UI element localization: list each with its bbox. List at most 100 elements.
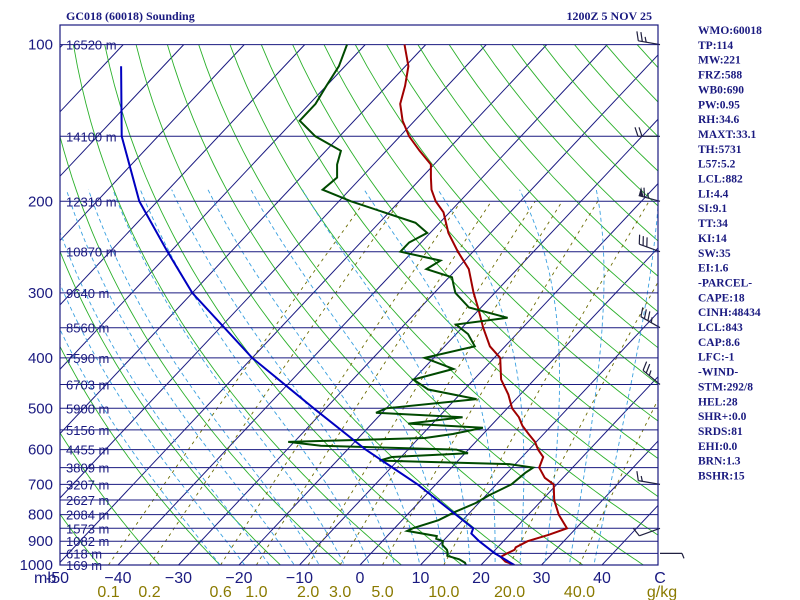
wind-barb	[636, 471, 661, 485]
mixing-ratio-tick-label: 40.0	[564, 584, 595, 600]
height-level-label: 14100 m	[66, 129, 117, 144]
dry-adiabat-line	[762, 45, 800, 576]
moist-adiabat-line	[65, 189, 295, 565]
index-entry: EI:1.6	[698, 263, 729, 275]
dry-adiabat-line	[354, 44, 658, 385]
temperature-tick-label: -50	[46, 570, 69, 587]
height-level-label: 5900 m	[66, 401, 109, 416]
index-entry: CAP:8.6	[698, 337, 740, 349]
mixing-ratio-line	[220, 201, 462, 565]
index-entry: BSHR:15	[698, 471, 745, 483]
height-level-label: 12310 m	[66, 194, 117, 209]
index-entry: MAXT:33.1	[698, 129, 756, 141]
dry-adiabat-line	[417, 44, 658, 313]
temperature-tick-label: 0	[356, 570, 365, 587]
pressure-tick-label: 700	[28, 476, 53, 493]
temperature-tick-label: −40	[104, 570, 131, 587]
mixing-ratio-tick-label: 5.0	[371, 584, 393, 600]
temperature-tick-label: 10	[412, 570, 430, 587]
isotherm-line	[60, 44, 487, 499]
isotherm-line	[117, 44, 608, 565]
mixing-ratio-tick-label: 1.0	[245, 584, 267, 600]
isotherm-line	[60, 44, 366, 370]
isotherm-line	[299, 182, 658, 565]
index-entry: RH:34.6	[698, 114, 739, 126]
wind-barb-flag	[643, 309, 647, 319]
wind-barbs	[632, 31, 685, 559]
isotherm-line	[238, 118, 658, 565]
dry-adiabat-line	[60, 345, 221, 565]
temperature-tick-label: 30	[533, 570, 551, 587]
wind-barb-half-flag	[640, 475, 643, 482]
mixing-ratio-line	[256, 201, 492, 565]
mixing-ratio-tick-label: 0.2	[138, 584, 160, 600]
mixing-ratio-tick-label: 10.0	[428, 584, 459, 600]
pressure-tick-label: 400	[28, 350, 53, 367]
height-level-label: 8560 m	[66, 321, 109, 336]
pressure-tick-label: 200	[28, 193, 53, 210]
moist-adiabat-line	[60, 328, 221, 565]
height-level-label: 1573 m	[66, 521, 109, 536]
pressure-tick-label: 800	[28, 507, 53, 524]
isotherm-line	[60, 44, 245, 242]
mixing-ratio-line	[509, 281, 658, 565]
wind-barb-flag	[632, 528, 640, 537]
index-entry: SI:9.1	[698, 203, 727, 215]
moist-adiabat-line	[363, 189, 496, 565]
wind-barb-half-flag	[647, 192, 649, 199]
index-entry: FRZ:588	[698, 70, 742, 82]
dry-adiabat-line	[60, 513, 100, 565]
moist-adiabat-line	[250, 189, 446, 565]
index-entry: TP:114	[698, 40, 733, 52]
temperature-tick-label: 20	[472, 570, 490, 587]
height-level-label: 2627 m	[66, 493, 109, 508]
wind-barb-flag	[634, 127, 639, 137]
index-entry: EHI:0.0	[698, 441, 738, 453]
dry-adiabat-line	[794, 45, 800, 576]
wind-barb-flag	[640, 32, 643, 42]
height-level-label: 1082 m	[66, 534, 109, 549]
index-entry: MW:221	[698, 55, 741, 67]
height-level-label: 3207 m	[66, 477, 109, 492]
height-level-label: 10870 m	[66, 245, 117, 260]
wind-barb	[638, 186, 661, 202]
dry-adiabat-line	[166, 44, 584, 565]
height-level-label: 6703 m	[66, 378, 109, 393]
mixing-ratio-tick-label: 3.0	[329, 584, 351, 600]
wind-barb-half-flag	[681, 553, 685, 559]
height-level-label: 7590 m	[66, 351, 109, 366]
moist-adiabat-line	[60, 282, 246, 565]
index-entry: LFC:-1	[698, 352, 735, 364]
wind-barb	[640, 307, 661, 329]
index-entry: CAPE:18	[698, 292, 745, 304]
isotherm-line	[359, 247, 658, 565]
series-line	[399, 44, 569, 565]
index-entry: KI:14	[698, 233, 727, 245]
moist-adiabat-line	[593, 200, 658, 565]
moist-adiabat-line	[171, 189, 396, 565]
isotherm-line	[0, 45, 2, 565]
dry-adiabat-line	[60, 134, 342, 565]
dry-adiabat-line	[72, 44, 403, 565]
index-entry: PW:0.95	[698, 99, 740, 111]
pressure-tick-label: 100	[28, 37, 53, 54]
pressure-unit-label: mb	[34, 570, 56, 587]
height-level-label: 3809 m	[66, 461, 109, 476]
wind-barb	[642, 361, 661, 385]
wind-barb-staff	[639, 527, 661, 537]
moist-adiabat-line	[519, 189, 560, 565]
series-line	[120, 66, 515, 565]
mixing-ratio-line	[382, 201, 599, 565]
series-line	[288, 44, 536, 565]
moist-adiabat-line	[88, 189, 320, 565]
height-level-label: 16520 m	[66, 38, 117, 53]
pressure-tick-label: 300	[28, 285, 53, 302]
pressure-tick-label: 600	[28, 442, 53, 459]
index-entry: LI:4.4	[698, 188, 729, 200]
mixing-ratio-line	[108, 201, 365, 565]
index-entry: -WIND-	[698, 367, 738, 379]
wind-barb	[638, 234, 661, 253]
wind-barb-flag	[636, 31, 639, 41]
wind-barb-flag	[638, 127, 643, 137]
